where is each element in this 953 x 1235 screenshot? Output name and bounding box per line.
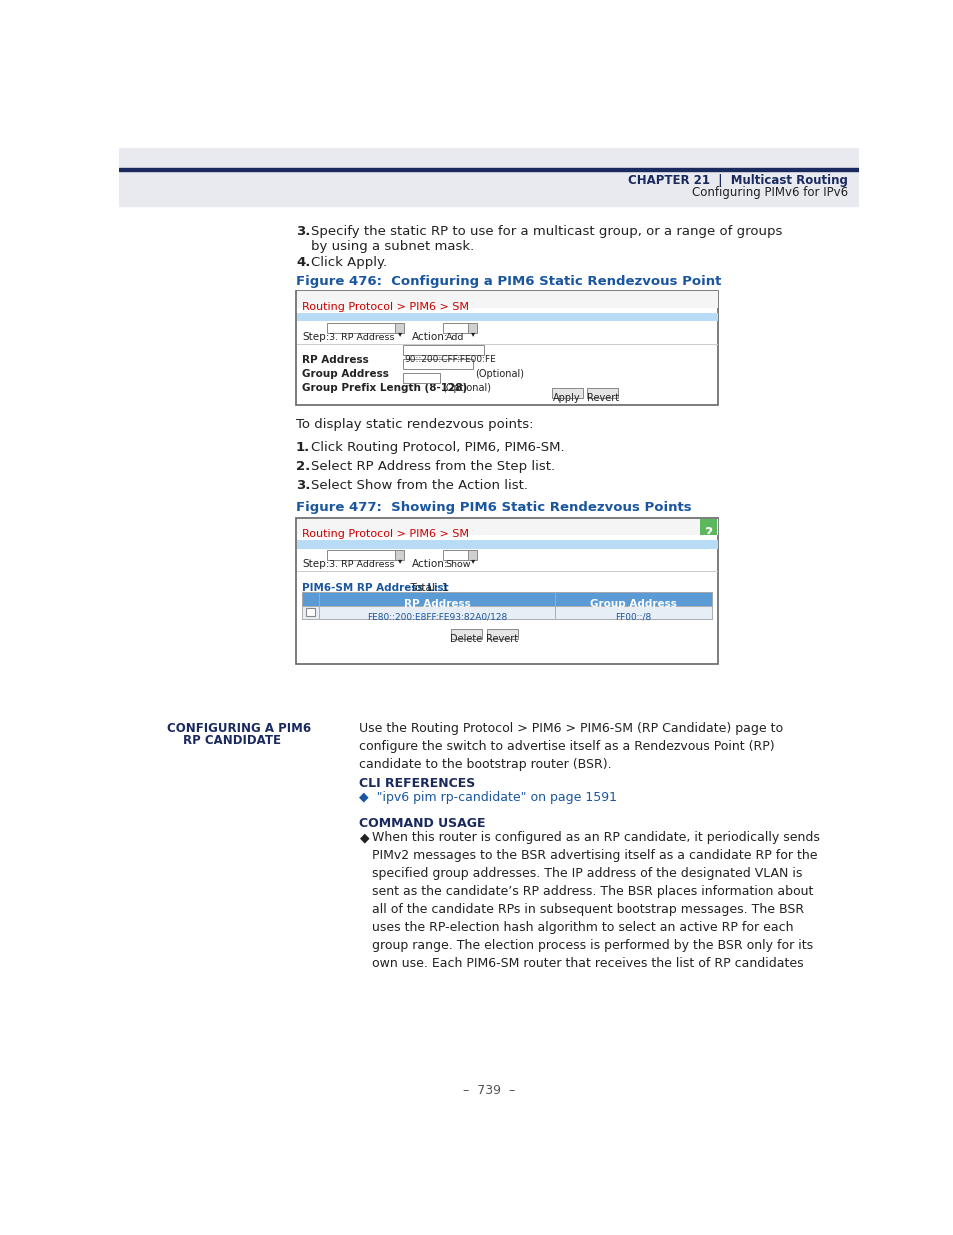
Text: Revert: Revert <box>586 393 618 403</box>
Text: Action:: Action: <box>412 332 448 342</box>
Text: When this router is configured as an RP candidate, it periodically sends
PIMv2 m: When this router is configured as an RP … <box>372 831 819 971</box>
Bar <box>395 550 404 561</box>
Text: Group Prefix Length (8-128): Group Prefix Length (8-128) <box>302 383 467 393</box>
Text: Apply: Apply <box>553 393 580 403</box>
Text: Group Address: Group Address <box>302 369 389 379</box>
Bar <box>295 517 718 664</box>
Bar <box>443 324 476 333</box>
Bar <box>468 550 476 561</box>
Text: (Optional): (Optional) <box>442 383 491 393</box>
Text: 90::200:CFF:FE00:FE: 90::200:CFF:FE00:FE <box>404 356 496 364</box>
Text: To display static rendezvous points:: To display static rendezvous points: <box>295 417 533 431</box>
Text: 1.: 1. <box>295 441 310 453</box>
Text: RP Address: RP Address <box>403 599 470 609</box>
Bar <box>468 324 476 333</box>
Bar <box>402 373 439 383</box>
Text: CHAPTER 21  |  Multicast Routing: CHAPTER 21 | Multicast Routing <box>627 174 847 186</box>
Bar <box>451 630 481 640</box>
Text: 2.: 2. <box>295 461 310 473</box>
Text: Click Routing Protocol, PIM6, PIM6-SM.: Click Routing Protocol, PIM6, PIM6-SM. <box>311 441 564 453</box>
Bar <box>555 592 711 605</box>
Text: 4.: 4. <box>295 256 310 269</box>
Text: Show: Show <box>445 561 471 569</box>
Text: Select Show from the Action list.: Select Show from the Action list. <box>311 479 528 493</box>
Bar <box>700 519 716 535</box>
Bar <box>296 519 717 535</box>
Bar <box>443 550 476 561</box>
Text: Delete: Delete <box>450 634 482 645</box>
Text: 3.: 3. <box>295 479 310 493</box>
Text: 3. RP Address: 3. RP Address <box>329 561 395 569</box>
Text: FE80::200:E8FF:FE93:82A0/128: FE80::200:E8FF:FE93:82A0/128 <box>367 613 507 621</box>
Bar <box>587 389 618 399</box>
Text: ▾: ▾ <box>470 556 475 566</box>
Bar <box>302 592 319 605</box>
Text: 3.: 3. <box>295 225 310 238</box>
Bar <box>296 291 717 308</box>
Bar <box>402 346 484 356</box>
Text: ◆  "ipv6 pim rp-candidate" on page 1591: ◆ "ipv6 pim rp-candidate" on page 1591 <box>359 792 617 804</box>
Bar <box>296 312 717 321</box>
Text: Click Apply.: Click Apply. <box>311 256 387 269</box>
Text: Routing Protocol > PIM6 > SM: Routing Protocol > PIM6 > SM <box>302 303 469 312</box>
Bar <box>119 168 858 172</box>
Text: Specify the static RP to use for a multicast group, or a range of groups
by usin: Specify the static RP to use for a multi… <box>311 225 782 253</box>
Text: Use the Routing Protocol > PIM6 > PIM6-SM (RP Candidate) page to
configure the s: Use the Routing Protocol > PIM6 > PIM6-S… <box>359 721 782 771</box>
Text: Figure 476:  Configuring a PIM6 Static Rendezvous Point: Figure 476: Configuring a PIM6 Static Re… <box>295 275 720 288</box>
Bar <box>119 148 858 206</box>
Text: CONFIGURING A PIM6: CONFIGURING A PIM6 <box>167 721 311 735</box>
Bar <box>319 605 555 620</box>
Text: Action:: Action: <box>412 559 448 569</box>
Bar <box>402 359 472 369</box>
Bar <box>327 324 402 333</box>
Text: ▾: ▾ <box>397 330 401 338</box>
Text: Step:: Step: <box>302 332 329 342</box>
Bar <box>551 389 582 399</box>
Text: Routing Protocol > PIM6 > SM: Routing Protocol > PIM6 > SM <box>302 530 469 540</box>
Bar <box>555 605 711 620</box>
Bar <box>295 290 718 405</box>
Text: PIM6-SM RP Address List: PIM6-SM RP Address List <box>302 583 448 593</box>
Text: ▾: ▾ <box>470 330 475 338</box>
Text: Add: Add <box>445 333 463 342</box>
Text: Group Address: Group Address <box>589 599 677 609</box>
Text: 3. RP Address: 3. RP Address <box>329 333 395 342</box>
Bar <box>302 605 711 620</box>
Text: FF00::/8: FF00::/8 <box>615 613 651 621</box>
Text: CLI REFERENCES: CLI REFERENCES <box>359 777 476 790</box>
Text: Revert: Revert <box>485 634 517 645</box>
Text: ◆: ◆ <box>359 831 369 845</box>
Text: Select RP Address from the Step list.: Select RP Address from the Step list. <box>311 461 555 473</box>
Text: RP Address: RP Address <box>302 356 369 366</box>
Bar <box>306 608 314 616</box>
Bar <box>486 630 517 640</box>
Text: Figure 477:  Showing PIM6 Static Rendezvous Points: Figure 477: Showing PIM6 Static Rendezvo… <box>295 501 691 514</box>
Bar <box>395 324 404 333</box>
Bar <box>319 592 555 605</box>
Text: ▾: ▾ <box>397 556 401 566</box>
Bar <box>302 605 319 620</box>
Text: –  739  –: – 739 – <box>462 1084 515 1097</box>
Text: Configuring PIMv6 for IPv6: Configuring PIMv6 for IPv6 <box>691 186 847 199</box>
Text: (Optional): (Optional) <box>475 369 523 379</box>
Bar <box>296 540 717 548</box>
Text: ?: ? <box>704 526 712 540</box>
Bar <box>302 592 711 605</box>
Text: RP CANDIDATE: RP CANDIDATE <box>183 734 280 747</box>
Bar <box>327 550 402 561</box>
Text: COMMAND USAGE: COMMAND USAGE <box>359 818 485 830</box>
Text: Step:: Step: <box>302 559 329 569</box>
Text: Total: 1: Total: 1 <box>404 583 448 593</box>
